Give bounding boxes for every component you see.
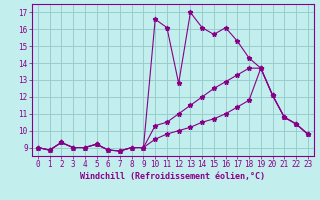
X-axis label: Windchill (Refroidissement éolien,°C): Windchill (Refroidissement éolien,°C) [80, 172, 265, 181]
